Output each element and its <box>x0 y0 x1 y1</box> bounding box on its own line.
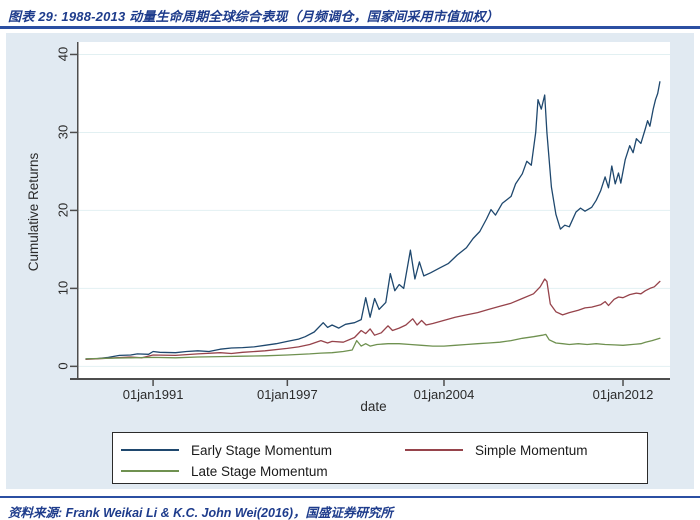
y-axis-title: Cumulative Returns <box>26 152 41 272</box>
figure-title: 图表 29: 1988-2013 动量生命周期全球综合表现（月频调仓，国家间采用… <box>8 9 499 24</box>
x-tick-label-2012: 01jan2012 <box>592 387 654 402</box>
y-tick-label-30: 30 <box>55 125 71 140</box>
series-line-simple-momentum <box>85 278 661 360</box>
legend-label-late-stage: Late Stage Momentum <box>191 463 328 479</box>
series-line-early-stage-momentum <box>85 81 661 360</box>
legend-box: Early Stage Momentum Simple Momentum Lat… <box>112 432 648 484</box>
x-axis-title: date <box>360 399 387 414</box>
legend-item-early-stage: Early Stage Momentum <box>121 440 332 460</box>
legend-line-sample-early-stage <box>121 449 179 451</box>
legend-item-simple: Simple Momentum <box>405 440 588 460</box>
footer-separator-rule <box>0 496 700 498</box>
legend-line-sample-simple <box>405 449 463 451</box>
x-tick-label-2004: 01jan2004 <box>413 387 475 402</box>
legend-label-simple: Simple Momentum <box>475 442 588 458</box>
chart-figure: Cumulative Returns date 0 10 20 30 40 01jan1… <box>6 33 694 489</box>
series-line-late-stage-momentum <box>85 333 661 360</box>
y-tick-label-0: 0 <box>55 362 71 370</box>
plot-svg <box>70 42 670 386</box>
plot-area <box>70 42 670 386</box>
source-note: 资料来源: Frank Weikai Li & K.C. John Wei(20… <box>8 506 394 520</box>
legend-line-sample-late-stage <box>121 470 179 472</box>
title-separator-rule <box>0 26 700 29</box>
legend-label-early-stage: Early Stage Momentum <box>191 442 333 458</box>
y-tick-label-10: 10 <box>55 281 71 296</box>
y-tick-label-40: 40 <box>55 47 71 62</box>
x-tick-label-1991: 01jan1991 <box>122 387 184 402</box>
legend-item-late-stage: Late Stage Momentum <box>121 461 328 481</box>
x-tick-label-1997: 01jan1997 <box>256 387 318 402</box>
y-tick-label-20: 20 <box>55 203 71 218</box>
